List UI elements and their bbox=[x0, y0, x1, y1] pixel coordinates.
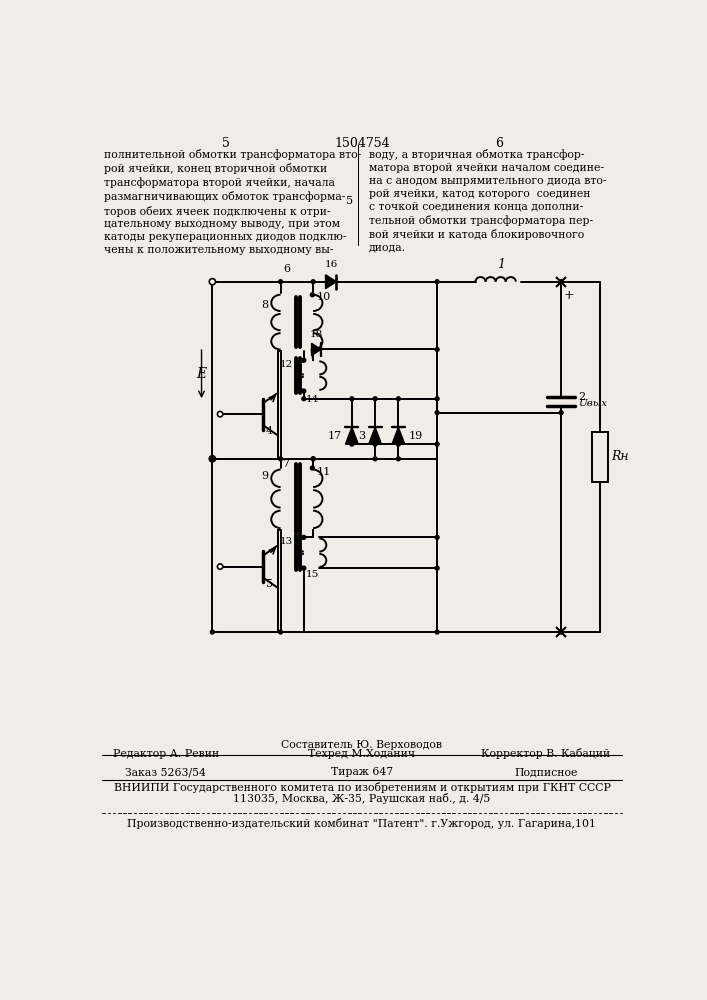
Text: Rн: Rн bbox=[611, 450, 629, 463]
Circle shape bbox=[302, 566, 305, 570]
Circle shape bbox=[302, 535, 305, 539]
Circle shape bbox=[211, 457, 214, 461]
Text: полнительной обмотки трансформатора вто-
рой ячейки, конец вторичной обмотки
тра: полнительной обмотки трансформатора вто-… bbox=[104, 149, 361, 255]
Text: +: + bbox=[563, 289, 574, 302]
Text: 113035, Москва, Ж-35, Раушская наб., д. 4/5: 113035, Москва, Ж-35, Раушская наб., д. … bbox=[233, 793, 491, 804]
Circle shape bbox=[310, 466, 315, 470]
Text: 12: 12 bbox=[280, 360, 293, 369]
Circle shape bbox=[373, 442, 377, 446]
Text: Тираж 647: Тираж 647 bbox=[331, 767, 393, 777]
Text: 10: 10 bbox=[316, 292, 330, 302]
Circle shape bbox=[397, 457, 400, 461]
Text: Подписное: Подписное bbox=[514, 767, 578, 777]
Text: Корректор В. Кабаций: Корректор В. Кабаций bbox=[481, 748, 610, 759]
Text: 9: 9 bbox=[261, 471, 268, 481]
Text: 17: 17 bbox=[327, 431, 341, 441]
Text: 19: 19 bbox=[409, 431, 423, 441]
Polygon shape bbox=[392, 427, 405, 444]
Text: ВНИИПИ Государственного комитета по изобретениям и открытиям при ГКНТ СССР: ВНИИПИ Государственного комитета по изоб… bbox=[114, 782, 610, 793]
Circle shape bbox=[311, 280, 315, 284]
Text: Редактор А. Ревин: Редактор А. Ревин bbox=[112, 749, 219, 759]
Circle shape bbox=[310, 293, 315, 297]
Text: 6: 6 bbox=[284, 264, 291, 274]
Text: 1: 1 bbox=[497, 258, 505, 271]
Text: 6: 6 bbox=[495, 137, 503, 150]
Text: Заказ 5263/54: Заказ 5263/54 bbox=[125, 767, 206, 777]
Circle shape bbox=[311, 457, 315, 461]
Text: E: E bbox=[197, 367, 206, 381]
Circle shape bbox=[279, 457, 283, 461]
Text: Составитель Ю. Верховодов: Составитель Ю. Верховодов bbox=[281, 740, 443, 750]
Circle shape bbox=[218, 411, 223, 417]
Circle shape bbox=[373, 397, 377, 401]
Circle shape bbox=[302, 358, 305, 362]
Circle shape bbox=[436, 411, 439, 415]
Text: Техред М.Ходанич: Техред М.Ходанич bbox=[308, 749, 416, 759]
Polygon shape bbox=[346, 427, 358, 444]
Polygon shape bbox=[312, 343, 321, 356]
Text: 15: 15 bbox=[305, 570, 319, 579]
Text: 1504754: 1504754 bbox=[334, 137, 390, 150]
Text: 5: 5 bbox=[266, 579, 273, 589]
Text: 16: 16 bbox=[325, 260, 337, 269]
Text: 4: 4 bbox=[266, 426, 273, 436]
Text: воду, а вторичная обмотка трансфор-
матора второй ячейки началом соедине-
на с а: воду, а вторичная обмотка трансфор- мато… bbox=[369, 149, 607, 253]
Text: 5: 5 bbox=[223, 137, 230, 150]
Text: 14: 14 bbox=[305, 395, 319, 404]
Circle shape bbox=[436, 630, 439, 634]
Text: 7: 7 bbox=[282, 459, 289, 469]
Circle shape bbox=[436, 442, 439, 446]
Circle shape bbox=[279, 630, 283, 634]
Text: 18: 18 bbox=[310, 330, 323, 339]
Circle shape bbox=[211, 630, 214, 634]
Text: 5: 5 bbox=[346, 196, 354, 206]
Circle shape bbox=[209, 279, 216, 285]
Circle shape bbox=[397, 442, 400, 446]
Text: Uвых: Uвых bbox=[578, 399, 607, 408]
Circle shape bbox=[397, 397, 400, 401]
Circle shape bbox=[559, 280, 563, 284]
Circle shape bbox=[350, 397, 354, 401]
Text: 11: 11 bbox=[316, 467, 330, 477]
Circle shape bbox=[436, 280, 439, 284]
Circle shape bbox=[302, 389, 305, 393]
Polygon shape bbox=[369, 427, 382, 444]
Circle shape bbox=[436, 348, 439, 351]
Circle shape bbox=[436, 535, 439, 539]
Text: 8: 8 bbox=[261, 300, 268, 310]
Polygon shape bbox=[325, 275, 337, 289]
Text: 2: 2 bbox=[578, 392, 585, 402]
Circle shape bbox=[218, 564, 223, 569]
Circle shape bbox=[436, 566, 439, 570]
Circle shape bbox=[279, 280, 283, 284]
Circle shape bbox=[311, 457, 315, 461]
Text: 3: 3 bbox=[358, 431, 365, 441]
Circle shape bbox=[350, 442, 354, 446]
Text: 13: 13 bbox=[280, 537, 293, 546]
Text: Производственно-издательский комбинат "Патент". г.Ужгород, ул. Гагарина,101: Производственно-издательский комбинат "П… bbox=[127, 818, 597, 829]
Bar bbox=[592, 432, 607, 482]
Circle shape bbox=[373, 457, 377, 461]
Circle shape bbox=[302, 397, 305, 401]
Circle shape bbox=[436, 397, 439, 401]
Circle shape bbox=[559, 411, 563, 415]
Circle shape bbox=[559, 630, 563, 634]
Circle shape bbox=[209, 456, 216, 462]
